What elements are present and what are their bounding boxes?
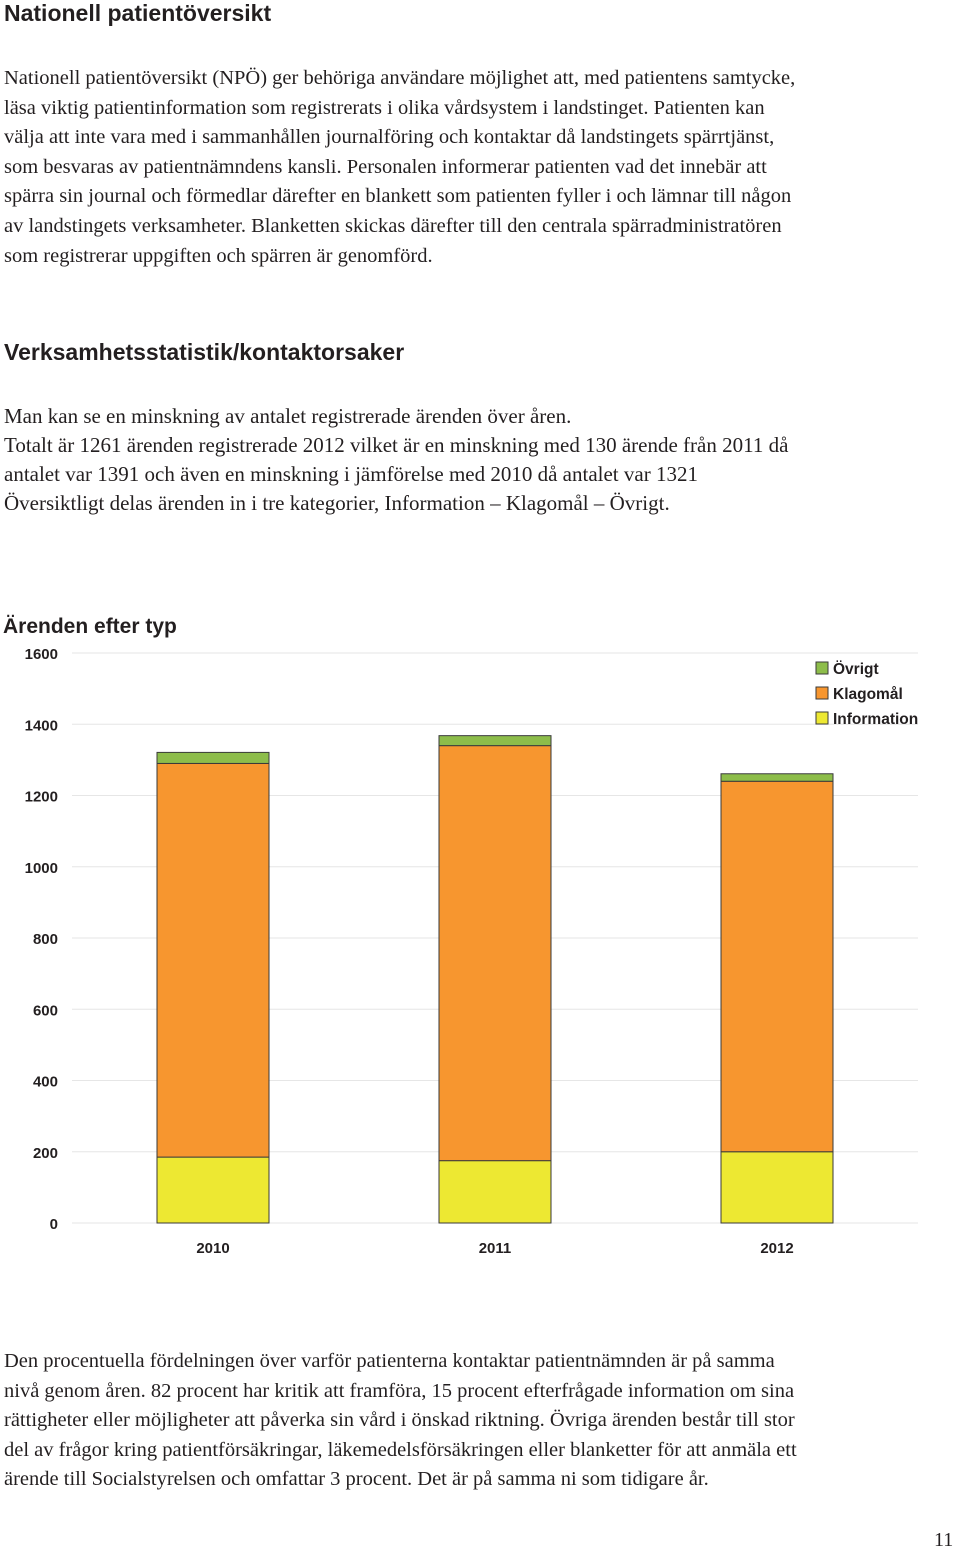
legend-swatch [815,686,829,700]
paragraph-line: som registrerar uppgiften och spärren är… [4,244,433,267]
paragraph-line: Totalt är 1261 ärenden registrerade 2012… [4,433,789,457]
paragraph-line: spärra sin journal och förmedlar därefte… [4,185,792,208]
y-tick-label: 200 [33,1145,58,1162]
paragraph-distribution: Den procentuella fördelningen över varfö… [4,1347,954,1495]
bar-segment-information [438,1160,552,1224]
paragraph-line: Den procentuella fördelningen över varfö… [4,1350,775,1372]
bar-segment-klagomål [720,780,834,1153]
bar-segment-klagomål [156,762,270,1158]
chart-y-axis: 0 200 400 600 800 1000 1200 1400 1600 [25,646,58,1233]
bar-segment-övrigt [438,735,552,747]
y-tick-label: 1400 [25,717,58,734]
paragraph-line: nivå genom åren. 82 procent har kritik a… [4,1379,795,1402]
paragraph-line: välja att inte vara med i sammanhållen j… [4,126,775,149]
paragraph-npo: Nationell patientöversikt (NPÖ) ger behö… [4,64,954,271]
y-tick-label: 400 [33,1074,58,1091]
legend-swatch [815,661,829,675]
y-tick-label: 1200 [25,789,58,806]
y-tick-label: 0 [50,1216,58,1233]
paragraph-statistics: Man kan se en minskning av antalet regis… [4,402,954,518]
chart-bars [156,735,834,1224]
bar-segment-information [720,1151,834,1224]
paragraph-line: av landstingets verksamheter. Blanketten… [4,214,782,237]
bar-segment-klagomål [438,745,552,1162]
stacked-bar-chart: Ärenden efter typ 0 200 400 600 800 1000 1200 1… [3,615,918,1257]
paragraph-line: Man kan se en minskning av antalet regis… [4,404,572,428]
bar-segment-övrigt [156,751,270,764]
legend-swatch [815,711,829,725]
paragraph-line: Översiktligt delas ärenden in i tre kate… [4,491,670,515]
chart-legend: Övrigt Klagomål Information [815,661,918,728]
paragraph-line: rättigheter eller möjligheter att påverk… [4,1409,795,1431]
paragraph-line: läsa viktig patientinformation som regis… [4,96,765,119]
y-tick-label: 600 [33,1002,58,1019]
chart-title: Ärenden efter typ [3,615,177,638]
paragraph-line: antalet var 1391 och även en minskning i… [4,462,698,486]
y-tick-label: 1000 [25,860,58,877]
section-heading-statistics: Verksamhetsstatistik/kontaktorsaker [4,339,405,365]
paragraph-line: ärende till Socialstyrelsen och omfattar… [4,1468,709,1490]
x-tick-label: 2012 [760,1240,793,1257]
section-heading-npo: Nationell patientöversikt [4,0,272,26]
x-tick-label: 2010 [196,1240,229,1257]
x-tick-label: 2011 [479,1240,512,1257]
paragraph-line: som besvaras av patientnämndens kansli. … [4,155,767,178]
y-tick-label: 800 [33,931,58,948]
bar-segment-övrigt [720,773,834,782]
page-number: 11 [934,1529,954,1551]
legend-label: Information [833,711,918,728]
chart-x-axis: 2010 2011 2012 [196,1240,793,1257]
legend-label: Övrigt [833,661,879,678]
paragraph-line: Nationell patientöversikt (NPÖ) ger behö… [4,67,796,89]
legend-label: Klagomål [833,686,903,703]
bar-segment-information [156,1156,270,1224]
y-tick-label: 1600 [25,646,58,663]
paragraph-line: del av frågor kring patientförsäkringar,… [4,1438,797,1461]
